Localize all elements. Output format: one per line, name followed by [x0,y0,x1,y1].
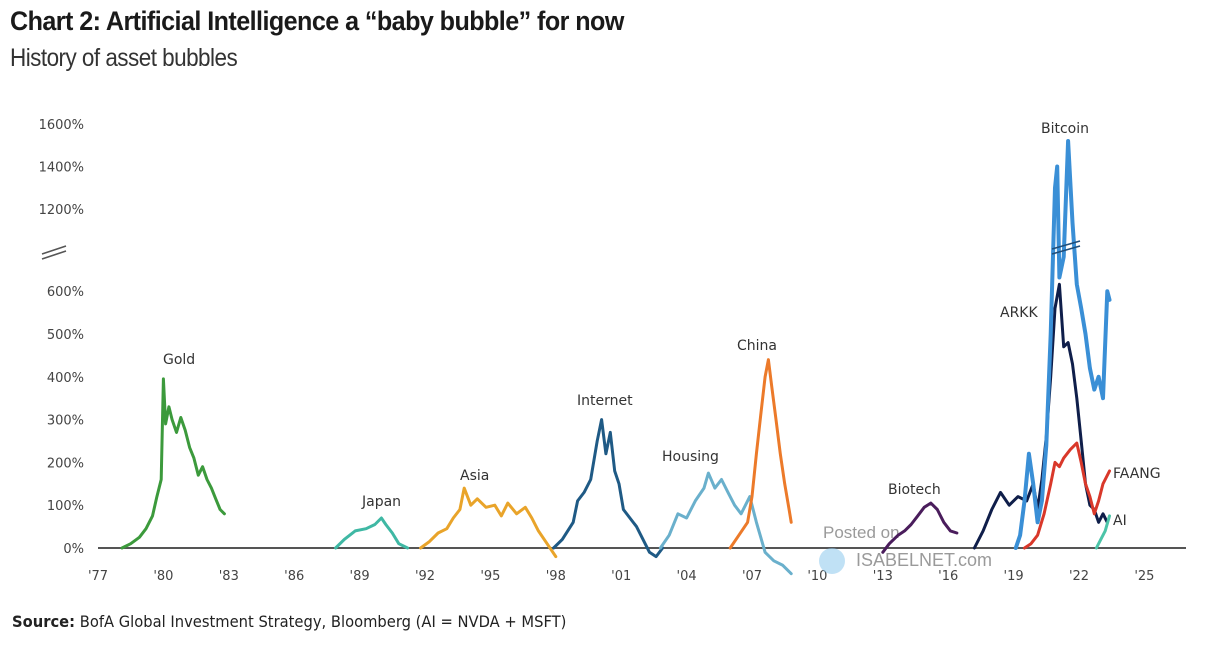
x-axis: '77 '80 '83 '86 '89 '92 '95 '98 '01 '04 '07 '10 '13 '… [88,569,1155,584]
series-lines [120,139,1112,576]
series-line-china [728,358,793,550]
x-tick-label: '04 [677,569,697,584]
y-tick-label: 300% [47,414,84,429]
y-tick-label: 100% [47,499,84,514]
label-biotech: Biotech [888,482,941,498]
source-note: Source: BofA Global Investment Strategy,… [12,612,566,631]
y-axis: 0% 100% 200% 300% 400% 500% 600% 1200% 1400% 1600… [39,118,84,557]
x-tick-label: '77 [88,569,108,584]
x-tick-label: '89 [350,569,370,584]
x-tick-label: '22 [1069,569,1089,584]
chart-subtitle: History of asset bubbles [10,44,238,72]
series-line-housing [658,471,793,576]
label-bitcoin: Bitcoin [1041,121,1089,137]
x-tick-label: '80 [153,569,173,584]
series-line-ai [1094,514,1111,550]
y-tick-label: 0% [63,542,84,557]
watermark-site: ISABELNET.com [856,550,992,570]
x-tick-label: '92 [415,569,435,584]
series-line-bitcoin [1013,139,1112,550]
y-tick-label: 500% [47,328,84,343]
x-tick-label: '98 [546,569,566,584]
label-ai: AI [1113,513,1127,529]
label-china: China [737,338,777,354]
x-tick-label: '83 [219,569,239,584]
series-line-biotech [881,501,959,554]
label-arkk: ARKK [1000,305,1038,321]
label-internet: Internet [577,393,633,409]
series-line-gold [120,377,226,550]
bitcoin-axis-break-icon [1051,240,1081,255]
label-asia: Asia [460,468,489,484]
globe-icon [819,548,845,574]
source-text: BofA Global Investment Strategy, Bloombe… [79,612,567,631]
label-japan: Japan [361,494,401,510]
x-tick-label: '86 [284,569,304,584]
x-tick-label: '10 [807,569,827,584]
y-tick-label: 1200% [39,203,84,218]
y-axis-break-icon [41,245,67,260]
label-faang: FAANG [1113,466,1161,482]
series-line-japan [334,516,410,550]
y-tick-label: 1400% [39,161,84,176]
x-tick-label: '95 [480,569,500,584]
watermark: Posted on ISABELNET.com [819,523,992,574]
series-line-asia [419,486,558,559]
x-tick-label: '13 [873,569,893,584]
source-label: Source: [12,612,76,631]
x-tick-label: '07 [742,569,762,584]
x-tick-label: '16 [938,569,958,584]
x-tick-label: '01 [611,569,631,584]
chart-title: Chart 2: Artificial Intelligence a “baby… [10,6,624,36]
series-line-arkk [972,282,1109,550]
label-gold: Gold [163,352,195,368]
label-housing: Housing [662,449,719,465]
y-tick-label: 400% [47,371,84,386]
series-labels: Gold Japan Asia Internet Housing China B… [163,121,1161,529]
y-tick-label: 600% [47,285,84,300]
y-tick-label: 1600% [39,118,84,133]
series-line-internet [552,418,665,559]
series-line-faang [1023,441,1111,550]
y-tick-label: 200% [47,456,84,471]
x-tick-label: '25 [1134,569,1154,584]
watermark-posted-on: Posted on [823,523,900,542]
x-tick-label: '19 [1004,569,1024,584]
